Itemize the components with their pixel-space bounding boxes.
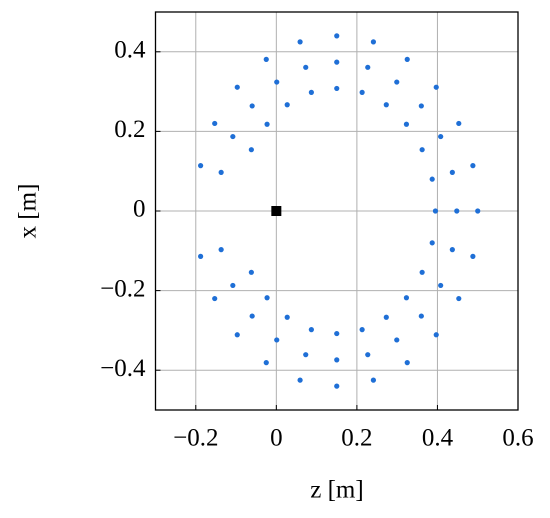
scatter-point (383, 102, 389, 108)
scatter-point (365, 352, 371, 358)
scatter-point (449, 247, 455, 253)
scatter-point (230, 133, 236, 140)
y-tick-label: 0.4 (114, 37, 146, 64)
scatter-point (418, 103, 424, 109)
scatter-point (308, 89, 314, 95)
scatter-point (334, 33, 340, 39)
scatter-point (264, 295, 270, 301)
y-tick-label: 0.2 (114, 116, 145, 143)
scatter-point (383, 314, 389, 320)
scatter-point (284, 314, 290, 320)
scatter-point (230, 282, 236, 289)
scatter-point (359, 89, 365, 95)
x-tick-label: −0.2 (173, 425, 218, 452)
scatter-point (438, 133, 444, 140)
scatter-point (419, 147, 425, 153)
scatter-point (274, 337, 280, 343)
scatter-point (334, 357, 340, 363)
scatter-point (470, 163, 476, 169)
scatter-point (334, 59, 340, 65)
scatter-point (432, 208, 439, 214)
y-axis-label: x [m] (15, 184, 42, 239)
scatter-point (248, 269, 254, 275)
scatter-point (429, 240, 435, 246)
scatter-point (334, 330, 340, 337)
scatter-point (284, 102, 290, 108)
scatter-point (297, 377, 303, 383)
scatter-point (212, 120, 218, 127)
x-tick-label: 0.2 (341, 425, 372, 452)
scatter-point (404, 56, 410, 62)
scatter-point (263, 56, 269, 62)
scatter-point (303, 64, 309, 70)
scatter-point (394, 79, 400, 85)
scatter-point (334, 383, 340, 389)
x-tick-label: 0.4 (422, 425, 454, 452)
scatter-point (198, 253, 204, 259)
scatter-point (249, 103, 255, 109)
scatter-point (218, 169, 224, 175)
scatter-point (456, 120, 462, 127)
scatter-point (404, 360, 410, 366)
scatter-point (370, 377, 377, 383)
y-tick-label: 0 (133, 196, 146, 223)
scatter-point (403, 295, 410, 301)
scatter-point (370, 39, 377, 45)
scatter-point (470, 253, 476, 259)
scatter-point (365, 64, 371, 70)
scatter-point (248, 147, 254, 153)
scatter-point (274, 79, 280, 85)
y-tick-label: −0.2 (100, 275, 145, 302)
x-tick-label: 0 (270, 425, 283, 452)
x-axis-label: z [m] (310, 477, 363, 504)
scatter-point (433, 332, 439, 338)
scatter-point (264, 121, 270, 127)
scatter-point (249, 313, 255, 319)
point-marker (271, 206, 282, 216)
scatter-point (198, 163, 204, 169)
scatter-point (212, 295, 218, 302)
scatter-point (475, 208, 481, 214)
scatter-point (454, 208, 460, 214)
scatter-point (359, 327, 365, 333)
scatter-point (297, 39, 303, 45)
scatter-point (456, 295, 462, 302)
scatter-point (218, 247, 224, 253)
scatter-point (433, 84, 439, 90)
scatter-point (419, 269, 425, 275)
scatter-point (418, 313, 424, 319)
scatter-point (308, 327, 314, 333)
plot-frame (154, 11, 519, 411)
scatter-point (429, 176, 435, 182)
y-tick-label: −0.4 (100, 355, 146, 382)
scatter-point (303, 352, 309, 358)
scatter-point (234, 332, 240, 338)
scatter-point (403, 121, 410, 127)
scatter-point (263, 360, 269, 366)
scatter-point (234, 84, 240, 90)
x-tick-label: 0.6 (502, 425, 533, 452)
scatter-point (334, 85, 340, 92)
scatter-point (438, 282, 444, 289)
scatter-point (394, 337, 400, 343)
scatter-point (449, 169, 455, 175)
